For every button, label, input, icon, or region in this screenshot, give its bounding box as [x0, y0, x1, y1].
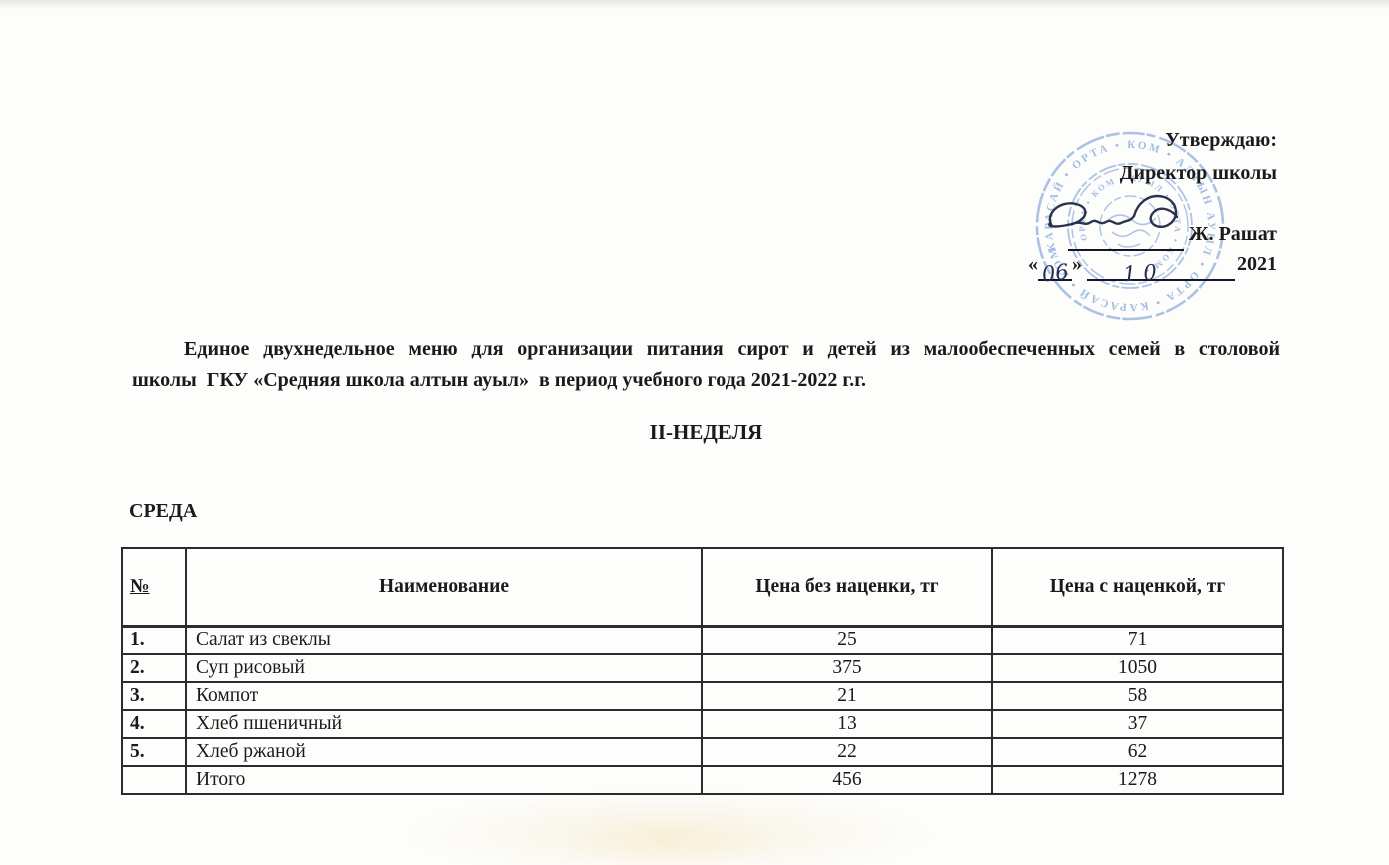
approval-line-approve: Утверждаю:	[1165, 129, 1277, 151]
approval-date-row: «06» 10 2021	[1028, 248, 1277, 287]
date-quote-open: «	[1028, 253, 1038, 275]
menu-total-row: Итого 456 1278	[121, 765, 1284, 795]
price-base-cell: 25	[701, 625, 993, 655]
price-base-cell: 21	[701, 681, 993, 711]
row-number-cell	[121, 765, 187, 795]
approval-line-director: Директор школы	[1119, 162, 1277, 184]
row-number-cell: 1.	[121, 625, 187, 655]
week-heading: II-НЕДЕЛЯ	[649, 420, 763, 444]
price-markup-cell: 1050	[991, 653, 1284, 683]
price-markup-cell: 62	[991, 737, 1284, 767]
date-year: 2021	[1237, 253, 1277, 275]
dish-name-cell: Суп рисовый	[185, 653, 703, 683]
title-line-1: Единое двухнедельное меню для организаци…	[184, 338, 1280, 360]
handwritten-day: 06	[1040, 259, 1070, 287]
signature-line	[1067, 229, 1184, 251]
approval-block: Утверждаю: Директор школы Ж. Рашат «06» …	[1028, 124, 1277, 287]
dish-name-cell: Хлеб ржаной	[185, 737, 703, 767]
price-markup-cell: 37	[991, 709, 1284, 739]
total-label-cell: Итого	[185, 765, 703, 795]
signatory-name: Ж. Рашат	[1188, 223, 1277, 245]
row-number-cell: 4.	[121, 709, 187, 739]
menu-row: 5. Хлеб ржаной 22 62	[121, 737, 1284, 767]
total-price-markup-cell: 1278	[991, 765, 1284, 795]
day-heading: СРЕДА	[129, 500, 198, 522]
row-number-cell: 5.	[121, 737, 187, 767]
signature-row: Ж. Рашат	[1028, 218, 1277, 251]
header-price-markup: Цена с наценкой, тг	[991, 547, 1284, 628]
row-number-cell: 3.	[121, 681, 187, 711]
menu-row: 2. Суп рисовый 375 1050	[121, 653, 1284, 683]
menu-table-header-row: № Наименование Цена без наценки, тг Цена…	[121, 547, 1284, 628]
dish-name-cell: Салат из свеклы	[185, 625, 703, 655]
menu-row: 4. Хлеб пшеничный 13 37	[121, 709, 1284, 739]
price-markup-cell: 58	[991, 681, 1284, 711]
row-number-cell: 2.	[121, 653, 187, 683]
date-day-slot: 06	[1038, 257, 1072, 287]
total-price-base-cell: 456	[701, 765, 993, 795]
price-base-cell: 13	[701, 709, 993, 739]
price-base-cell: 375	[701, 653, 993, 683]
dish-name-cell: Компот	[185, 681, 703, 711]
date-quote-close: »	[1072, 253, 1082, 275]
document-title: Единое двухнедельное меню для организаци…	[132, 334, 1280, 396]
menu-row: 1. Салат из свеклы 25 71	[121, 625, 1284, 655]
scan-artifact	[560, 820, 780, 865]
handwritten-month: 10	[1122, 259, 1165, 287]
price-base-cell: 22	[701, 737, 993, 767]
header-name: Наименование	[185, 547, 703, 628]
menu-row: 3. Компот 21 58	[121, 681, 1284, 711]
director-signature-icon	[1048, 194, 1179, 229]
header-number: №	[121, 547, 187, 628]
price-markup-cell: 71	[991, 625, 1284, 655]
menu-table: № Наименование Цена без наценки, тг Цена…	[121, 547, 1284, 795]
scan-artifact	[400, 788, 940, 865]
title-line-2: школы ГКУ «Средняя школа алтын ауыл» в п…	[132, 369, 867, 391]
date-month-slot: 10	[1087, 257, 1235, 286]
stamp-center-marks	[1107, 214, 1157, 248]
header-price-base: Цена без наценки, тг	[701, 547, 993, 628]
dish-name-cell: Хлеб пшеничный	[185, 709, 703, 739]
